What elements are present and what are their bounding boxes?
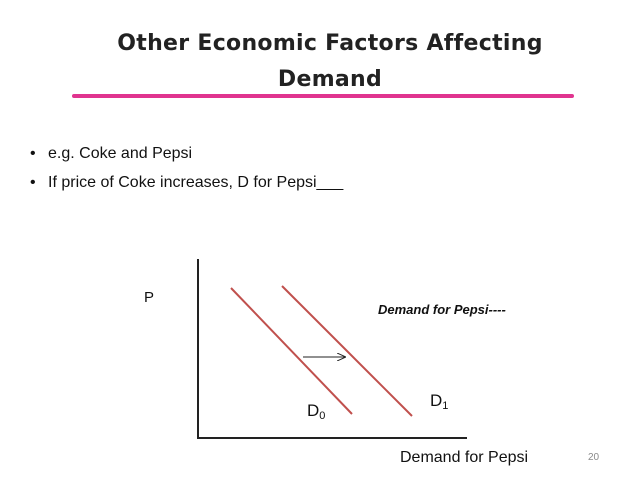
title-underline — [72, 94, 574, 98]
bullet-text: If price of Coke increases, D for Pepsi_… — [48, 174, 344, 191]
bullet-item: • e.g. Coke and Pepsi — [30, 141, 343, 170]
bullet-dot-icon: • — [30, 145, 36, 162]
slide-title: Other Economic Factors Affecting Demand — [80, 26, 580, 98]
title-line-1: Other Economic Factors Affecting — [117, 31, 543, 56]
page-number: 20 — [588, 452, 600, 463]
x-axis-label: Demand for Pepsi — [400, 449, 529, 466]
bullet-dot-icon: • — [30, 174, 36, 191]
bullet-text: e.g. Coke and Pepsi — [48, 145, 193, 162]
y-axis-label: P — [144, 289, 155, 306]
demand-curve-d1 — [281, 285, 413, 417]
curve-label-d0: D0 — [307, 401, 326, 422]
graph-annotation: Demand for Pepsi---- — [378, 302, 506, 317]
bullet-list: • e.g. Coke and Pepsi • If price of Coke… — [30, 141, 343, 199]
demand-curve-d0 — [230, 287, 353, 415]
title-line-2: Demand — [277, 67, 383, 92]
curve-label-d1: D1 — [430, 391, 449, 412]
bullet-item: • If price of Coke increases, D for Peps… — [30, 170, 343, 199]
